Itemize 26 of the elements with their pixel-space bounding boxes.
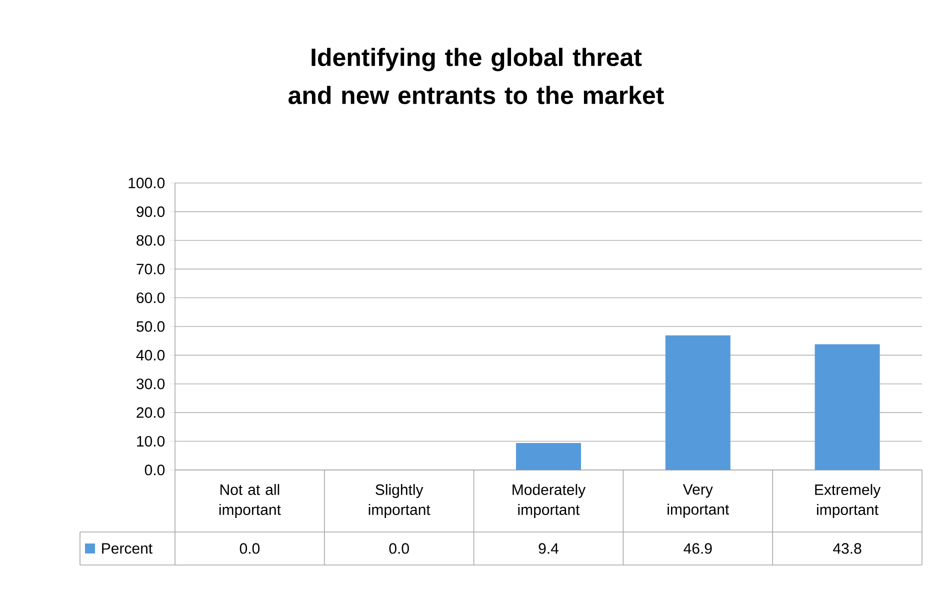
bar — [814, 344, 880, 470]
x-tick-label: Moderately important — [512, 484, 586, 518]
x-tick-label: Not at all important — [219, 484, 281, 518]
data-label: 0.0 — [389, 543, 409, 554]
x-tick-label: Slightly important — [368, 484, 430, 518]
y-tick-label: 40.0 — [136, 350, 165, 360]
bar — [665, 335, 730, 470]
data-label: 46.9 — [684, 543, 712, 554]
y-tick-label: 60.0 — [136, 292, 165, 304]
y-tick-label: 80.0 — [136, 235, 165, 246]
x-tick-label: Very important — [668, 484, 730, 518]
y-tick-label: 30.0 — [136, 378, 165, 390]
y-tick-label: 0.0 — [144, 464, 165, 476]
data-label: 0.0 — [240, 543, 260, 554]
x-tick-label: Extremely important — [815, 484, 881, 518]
bar — [516, 443, 582, 470]
data-label: 43.8 — [833, 543, 862, 554]
chart-title: Identifying the global threat and new entrants to the market — [288, 48, 664, 104]
y-tick-label: 10.0 — [137, 436, 165, 447]
data-label: 9.4 — [538, 543, 558, 554]
legend-label: Percent — [102, 543, 152, 554]
y-tick-label: 70.0 — [136, 264, 165, 274]
y-tick-label: 90.0 — [136, 206, 165, 217]
y-tick-label: 20.0 — [136, 407, 165, 418]
y-tick-label: 100.0 — [128, 178, 165, 188]
y-tick-label: 50.0 — [136, 321, 165, 332]
